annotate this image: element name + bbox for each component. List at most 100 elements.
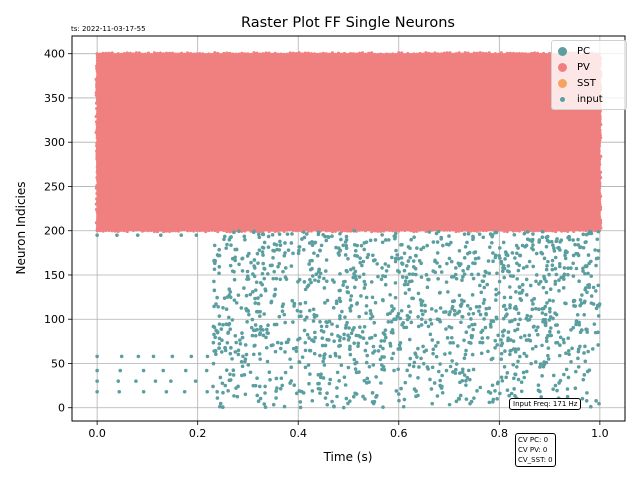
pc-spike-point xyxy=(398,340,403,345)
pc-spike-point xyxy=(419,317,424,321)
pv-spike-point xyxy=(273,51,277,55)
pv-spike-point xyxy=(297,228,301,232)
pc-spike-point xyxy=(524,277,529,282)
pc-spike-point xyxy=(307,336,311,340)
pc-spike-point xyxy=(304,232,309,236)
pc-spike-point xyxy=(535,332,540,337)
pc-spike-point xyxy=(309,280,313,285)
pv-spike-point xyxy=(222,228,226,233)
pc-spike-point xyxy=(407,337,412,342)
pv-spike-point xyxy=(95,52,99,56)
pc-spike-point xyxy=(453,312,457,317)
pc-spike-point xyxy=(419,247,423,252)
pv-spike-point xyxy=(164,229,169,233)
legend-marker-input xyxy=(560,96,565,102)
pc-spike-point xyxy=(445,242,449,247)
pc-spike-point xyxy=(393,256,398,261)
pv-spike-point xyxy=(249,52,253,57)
pv-spike-point xyxy=(213,228,217,233)
pc-spike-point xyxy=(258,331,262,335)
pc-spike-point xyxy=(318,248,322,253)
pc-spike-point xyxy=(548,306,552,311)
pc-spike-point xyxy=(497,279,502,284)
pc-spike-point xyxy=(330,399,334,404)
pv-spike-point xyxy=(566,229,570,233)
pc-spike-point xyxy=(515,365,519,369)
pc-spike-point xyxy=(179,233,184,237)
pc-spike-point xyxy=(465,251,470,256)
pv-spike-point xyxy=(95,75,100,79)
pc-spike-point xyxy=(563,249,568,253)
pc-spike-point xyxy=(532,324,536,329)
pc-spike-point xyxy=(405,368,409,373)
pc-spike-point xyxy=(308,267,313,272)
pv-spike-point xyxy=(472,229,476,233)
x-tick-label: 0.8 xyxy=(491,427,509,440)
pc-spike-point xyxy=(228,372,232,377)
pv-spike-point xyxy=(219,53,223,57)
pv-spike-point xyxy=(116,52,120,56)
timestamp-label: ts: 2022-11-03-17-55 xyxy=(71,25,146,33)
pc-spike-point xyxy=(321,376,326,380)
pc-spike-point xyxy=(268,378,272,382)
pc-spike-point xyxy=(271,256,275,260)
pv-spike-point xyxy=(357,51,362,55)
pc-spike-point xyxy=(584,240,588,244)
pc-spike-point xyxy=(344,234,349,239)
pc-spike-point xyxy=(493,389,497,393)
pc-spike-point xyxy=(506,330,511,334)
pv-spike-point xyxy=(598,138,602,143)
pc-spike-point xyxy=(469,317,473,321)
pc-spike-point xyxy=(211,384,215,389)
pc-spike-point xyxy=(381,298,385,303)
pc-spike-point xyxy=(431,351,435,356)
pc-spike-point xyxy=(270,233,275,237)
pc-spike-point xyxy=(481,235,486,240)
pv-spike-point xyxy=(499,51,503,55)
pv-spike-point xyxy=(276,229,280,233)
pc-spike-point xyxy=(444,327,448,331)
pc-spike-point xyxy=(95,354,99,359)
pc-spike-point xyxy=(243,392,248,397)
pv-spike-point xyxy=(472,51,476,55)
pc-spike-point xyxy=(589,274,594,278)
pc-spike-point xyxy=(252,264,256,268)
pc-spike-point xyxy=(286,248,291,252)
pc-spike-point xyxy=(231,368,236,372)
pc-spike-point xyxy=(520,282,525,287)
pv-spike-point xyxy=(315,52,319,56)
pc-spike-point xyxy=(317,381,321,386)
pc-spike-point xyxy=(497,246,502,250)
pc-spike-point xyxy=(307,348,312,353)
pc-spike-point xyxy=(135,233,140,237)
pc-spike-point xyxy=(571,238,575,242)
pc-spike-point xyxy=(230,269,235,273)
pc-spike-point xyxy=(525,237,530,241)
pv-spike-point xyxy=(460,52,464,56)
pc-spike-point xyxy=(253,296,257,301)
pc-spike-point xyxy=(416,346,420,351)
pv-spike-point xyxy=(597,210,601,214)
pc-spike-point xyxy=(500,269,505,274)
pv-spike-point xyxy=(457,229,461,233)
pv-spike-point xyxy=(240,229,244,233)
pc-spike-point xyxy=(516,347,521,351)
pc-spike-point xyxy=(379,277,384,282)
pc-spike-point xyxy=(392,234,397,238)
pc-spike-point xyxy=(230,318,235,322)
pc-spike-point xyxy=(396,256,401,261)
pc-spike-point xyxy=(486,349,490,354)
pv-spike-point xyxy=(125,51,129,55)
pc-spike-point xyxy=(136,354,141,359)
pc-spike-point xyxy=(595,237,600,242)
pv-spike-point xyxy=(502,52,506,57)
pv-spike-point xyxy=(517,229,522,233)
pc-spike-point xyxy=(397,398,401,403)
pc-spike-point xyxy=(357,333,361,338)
pv-spike-point xyxy=(116,229,120,233)
pc-spike-point xyxy=(265,359,270,364)
pv-spike-point xyxy=(547,228,552,233)
pc-spike-point xyxy=(518,253,522,258)
pc-spike-point xyxy=(403,291,408,295)
pc-spike-point xyxy=(379,339,384,343)
